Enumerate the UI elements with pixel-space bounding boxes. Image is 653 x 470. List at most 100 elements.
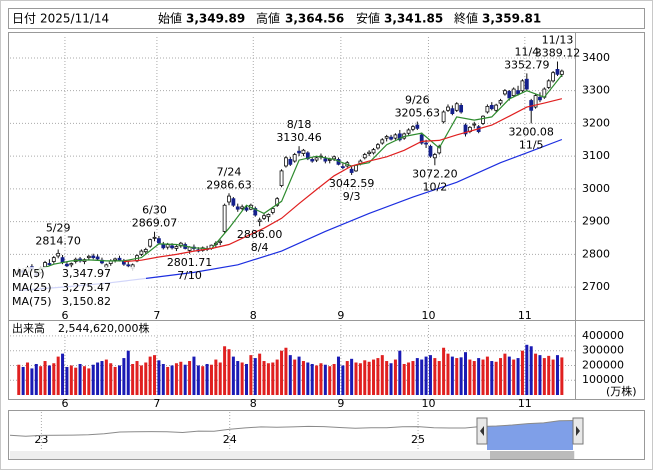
volume-bar [96,362,100,395]
volume-bar [122,358,126,395]
volume-bar [183,364,187,395]
y-tick-label: 3400 [582,51,610,64]
y-tick-label: 2700 [582,280,610,293]
volume-bar [170,365,174,395]
volume-bar [43,361,47,395]
volume-bar [402,363,406,395]
candle-body [437,145,442,154]
x-tick-label: 9 [337,397,344,410]
volume-bar [499,358,503,395]
x-tick-label: 23 [34,433,48,446]
candle-body [559,70,564,75]
x-tick-label: 6 [61,309,68,322]
volume-bar [319,363,323,395]
candle-body [60,257,65,263]
volume-bar [293,359,297,395]
x-tick-label: 7 [153,309,160,322]
volume-bar [363,360,367,395]
volume-bar [47,365,51,395]
volume-bar [372,359,376,395]
candle-body [376,144,380,149]
x-tick-label: 10 [421,309,435,322]
volume-bar [555,355,559,395]
candle-body [235,206,240,210]
header-label: 高値 [256,11,280,26]
volume-bar [100,361,104,395]
header-value: 3,349.89 [186,12,245,26]
volume-bar [240,362,244,395]
volume-bar [113,366,117,395]
candle-body [270,208,275,213]
volume-bar [34,363,38,395]
x-tick-label: 7 [153,397,160,410]
candle-body [450,108,455,114]
volume-bar [288,355,292,395]
annotation-date: 11/13 [542,34,574,47]
volume-bar [503,353,507,395]
navigator-area [487,420,573,450]
candle-body [56,252,61,257]
volume-bar [26,362,30,395]
x-tick-label: 8 [250,397,257,410]
volume-bar [188,361,192,395]
candle-body [380,139,385,144]
candle-body [472,123,477,126]
volume-label-bg [10,322,158,335]
volume-bar [415,358,419,395]
annotation-date: 7/24 [217,165,242,178]
candle-body [415,124,420,129]
volume-bar [52,363,56,395]
candle-body [126,264,131,267]
header-value: 3,364.56 [285,12,344,26]
annotation-value: 2801.71 [167,256,213,269]
volume-bar [179,361,183,395]
candle-body [428,145,433,157]
volume-bar [490,361,494,395]
candle-body [288,159,293,165]
candle-body [555,69,560,75]
volume-bar [450,356,454,395]
candle-body [218,240,223,243]
candle-body [371,149,376,154]
annotation-date: 9/26 [405,94,430,107]
volume-bar [464,352,468,395]
candle-body [520,80,525,92]
candle-body [170,245,174,249]
volume-bar [65,366,69,395]
x-tick-label: 9 [337,309,344,322]
volume-bar [214,359,218,395]
annotation-value: 2886.00 [237,228,283,241]
volume-bar [538,355,542,395]
x-tick-label: 11 [518,309,532,322]
candle-body [139,250,144,255]
volume-bar [39,366,43,395]
y-tick-label: 2900 [582,215,610,228]
scrollbar-track[interactable] [10,451,575,459]
x-tick-label: 11 [518,397,532,410]
candle-body [47,263,52,265]
candle-body [538,96,542,101]
volume-bar [367,361,371,395]
volume-bar [30,368,34,395]
candle-body [253,208,258,216]
volume-bar [78,363,82,395]
candle-body [91,255,96,259]
annotation-date: 9/3 [343,190,361,203]
candle-body [301,149,306,154]
legend-name: MA(5) [12,267,45,280]
volume-bar [459,357,463,395]
candle-body [424,142,428,145]
annotation-date: 11/4 [514,45,539,58]
candle-body [551,72,556,82]
legend-value: 3,275.47 [62,281,111,294]
volume-bar [284,347,288,395]
volume-bar [205,363,209,395]
volume-bar [61,353,65,395]
scrollbar-thumb[interactable] [490,451,574,459]
volume-bar [82,366,86,395]
volume-bar [249,355,253,395]
candle-body [222,204,227,232]
volume-bar [512,359,516,395]
x-tick-label: 6 [61,397,68,410]
candle-body [463,124,468,135]
